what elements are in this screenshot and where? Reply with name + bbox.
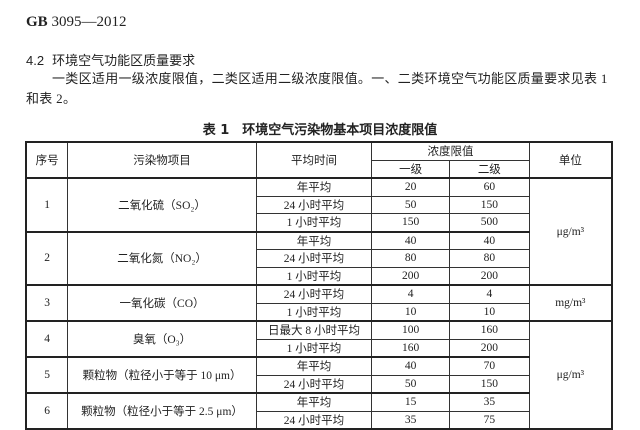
grade2-value: 200 — [448, 338, 530, 358]
grade1-value: 40 — [371, 356, 450, 376]
section-title: 环境空气功能区质量要求 — [52, 53, 196, 68]
grade1-value: 4 — [371, 284, 450, 304]
pollutant-limits-table: 序号 污染物项目 平均时间 浓度限值 单位 一级 二级 1 二氧化硫（SO₂） 年平… — [25, 141, 613, 430]
pollutant-name: 颗粒物（粒径小于等于 10 μm） — [67, 356, 257, 394]
section-number: 4.2 — [26, 53, 45, 68]
grade1-value: 150 — [371, 213, 450, 232]
avg-time: 年平均 — [255, 177, 373, 197]
table-row: 24 小时平均 50 150 — [26, 374, 612, 394]
pollutant-name: 二氧化氮（NO₂） — [67, 230, 257, 286]
row-number: 2 — [25, 230, 69, 286]
table-row: 24 小时平均 50 150 — [26, 195, 612, 214]
header-avg-time: 平均时间 — [255, 141, 373, 179]
row-number: 1 — [25, 177, 69, 232]
avg-time: 24 小时平均 — [255, 410, 373, 430]
avg-time: 24 小时平均 — [255, 374, 373, 394]
avg-time: 1 小时平均 — [255, 338, 373, 358]
header-no: 序号 — [25, 141, 69, 179]
grade1-value: 35 — [371, 410, 450, 430]
header-grade1: 一级 — [371, 159, 450, 179]
table-row: 6 颗粒物（粒径小于等于 2.5 μm） 年平均 15 35 — [25, 392, 612, 430]
avg-time: 日最大 8 小时平均 — [255, 320, 373, 340]
header-pollutant: 污染物项目 — [67, 141, 257, 179]
row-number: 5 — [25, 356, 69, 394]
grade2-value: 70 — [448, 356, 530, 376]
grade2-value: 60 — [448, 177, 530, 197]
document-code: GB 3095—2012 — [26, 14, 126, 31]
grade2-value: 40 — [448, 230, 530, 250]
grade2-value: 35 — [448, 392, 530, 412]
avg-time: 年平均 — [255, 356, 373, 376]
grade2-value: 75 — [448, 410, 530, 430]
avg-time: 1 小时平均 — [255, 213, 373, 232]
grade1-value: 160 — [371, 338, 450, 358]
avg-time: 年平均 — [255, 392, 373, 412]
grade2-value: 10 — [448, 302, 530, 322]
header-unit: 单位 — [528, 141, 613, 179]
section-heading: 4.2 环境空气功能区质量要求 — [26, 50, 195, 69]
table-row: 1 小时平均 10 10 — [26, 302, 612, 322]
grade2-value: 80 — [448, 249, 530, 268]
table-caption: 表 1 环境空气污染物基本项目浓度限值 — [202, 123, 438, 138]
avg-time: 24 小时平均 — [255, 195, 373, 214]
grade1-value: 100 — [371, 320, 450, 340]
table-row: 1 二氧化硫（SO₂） 年平均 20 60 μg/m³ — [25, 177, 613, 286]
header-limit: 浓度限值 — [371, 141, 530, 161]
pollutant-name: 二氧化硫（SO₂） — [67, 177, 257, 232]
pollutant-name: 臭氧（O₃） — [67, 320, 257, 358]
table-row: 24 小时平均 35 75 — [26, 410, 612, 430]
unit: μg/m³ — [528, 177, 613, 286]
table-row: 5 颗粒物（粒径小于等于 10 μm） 年平均 40 70 — [25, 356, 612, 394]
grade2-value: 150 — [448, 374, 530, 394]
row-number: 3 — [25, 284, 69, 322]
grade2-value: 200 — [448, 266, 530, 286]
avg-time: 24 小时平均 — [255, 284, 373, 304]
grade2-value: 160 — [448, 320, 530, 340]
pollutant-name: 颗粒物（粒径小于等于 2.5 μm） — [67, 392, 257, 430]
paragraph: 一类区适用一级浓度限值，二类区适用二级浓度限值。一、二类环境空气功能区质量要求见… — [26, 71, 608, 106]
pollutant-name: 一氧化碳（CO） — [67, 284, 257, 322]
row-number: 6 — [25, 392, 69, 430]
table-row: 24 小时平均 80 80 — [26, 249, 612, 268]
grade1-value: 20 — [371, 177, 450, 197]
grade1-value: 200 — [371, 266, 450, 286]
table-row: 3 一氧化碳（CO） 24 小时平均 4 4 mg/m³ — [25, 284, 613, 322]
grade2-value: 150 — [448, 195, 530, 214]
grade1-value: 40 — [371, 230, 450, 250]
table-row: 4 臭氧（O₃） 日最大 8 小时平均 100 160 μg/m³ — [25, 320, 613, 430]
grade2-value: 500 — [448, 213, 530, 232]
avg-time: 年平均 — [255, 230, 373, 250]
grade1-value: 50 — [371, 374, 450, 394]
code-prefix: GB — [26, 14, 48, 30]
grade1-value: 50 — [371, 195, 450, 214]
unit: μg/m³ — [528, 320, 613, 430]
grade1-value: 80 — [371, 249, 450, 268]
avg-time: 24 小时平均 — [255, 249, 373, 268]
row-number: 4 — [25, 320, 69, 358]
avg-time: 1 小时平均 — [255, 302, 373, 322]
code-number: 3095—2012 — [47, 14, 127, 30]
avg-time: 1 小时平均 — [255, 266, 373, 286]
grade2-value: 4 — [448, 284, 530, 304]
header-grade2: 二级 — [448, 159, 530, 179]
grade1-value: 10 — [371, 302, 450, 322]
unit: mg/m³ — [528, 284, 613, 322]
grade1-value: 15 — [371, 392, 450, 412]
table-row: 2 二氧化氮（NO₂） 年平均 40 40 — [25, 230, 612, 286]
